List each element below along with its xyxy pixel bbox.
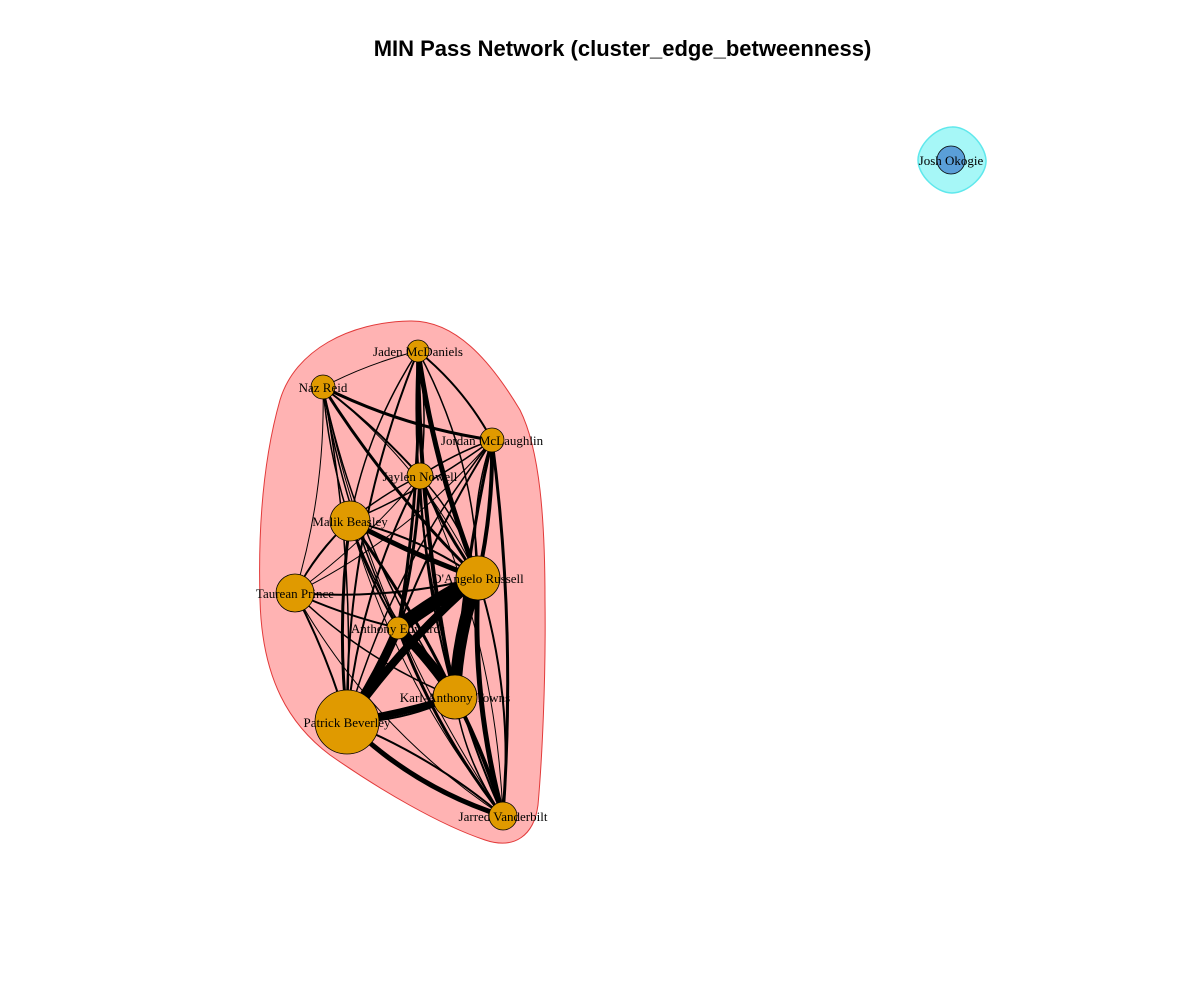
node-layer [275,145,966,831]
node-label-jordan: Jordan McLaughlin [441,433,544,448]
edge-jaden-dangelo [417,350,479,579]
node-label-anthony: Anthony Edwards [351,621,445,636]
edge-jordan-taurean [294,439,493,594]
node-label-dangelo: D'Angelo Russell [432,571,524,586]
edge-jaylen-patrick [346,475,421,723]
node-label-taurean: Taurean Prince [256,586,334,601]
edge-taurean-jarred [294,592,504,817]
edge-jordan-anthony [397,439,493,629]
edge-naz-jarred [322,386,504,817]
node-jarred[interactable] [488,801,518,831]
node-label-naz: Naz Reid [299,380,348,395]
edge-dangelo-jarred [477,577,507,817]
node-kat[interactable] [432,674,478,720]
edge-jaylen-taurean [294,475,421,594]
edge-malik-jarred [349,520,504,817]
edge-naz-kat [322,386,456,698]
edge-jordan-patrick [346,439,493,723]
node-label-jaylen: Jaylen Nowell [383,469,458,484]
edge-jaden-jaylen [417,350,425,477]
node-malik[interactable] [329,500,371,542]
node-label-jarred: Jarred Vanderbilt [459,809,548,824]
edge-naz-dangelo [321,385,480,580]
node-josh[interactable] [936,145,966,175]
node-dangelo[interactable] [455,555,501,601]
edge-naz-taurean [294,386,324,594]
edge-malik-kat [349,520,456,698]
plot-title: MIN Pass Network (cluster_edge_betweenne… [373,36,872,61]
node-naz[interactable] [310,374,336,400]
node-label-jaden: Jaden McDaniels [373,344,463,359]
node-label-josh: Josh Okogie [919,153,984,168]
edge-taurean-kat [294,592,456,698]
node-patrick[interactable] [314,689,380,755]
edge-naz-jordan [321,385,494,442]
node-anthony[interactable] [386,616,410,640]
node-taurean[interactable] [275,573,315,613]
node-jordan[interactable] [479,427,505,453]
edge-jaden-jordan [417,350,493,441]
node-label-kat: Karl-Anthony Towns [400,690,510,705]
node-label-malik: Malik Beasley [312,514,388,529]
label-layer: Jaden McDaniels Naz Reid Jordan McLaughlin… [256,153,984,824]
edge-jaylen-jarred [419,475,504,817]
node-jaden[interactable] [406,339,430,363]
node-jaylen[interactable] [406,462,434,490]
node-label-patrick: Patrick Beverley [304,715,391,730]
edge-jaden-jarred [415,350,504,817]
